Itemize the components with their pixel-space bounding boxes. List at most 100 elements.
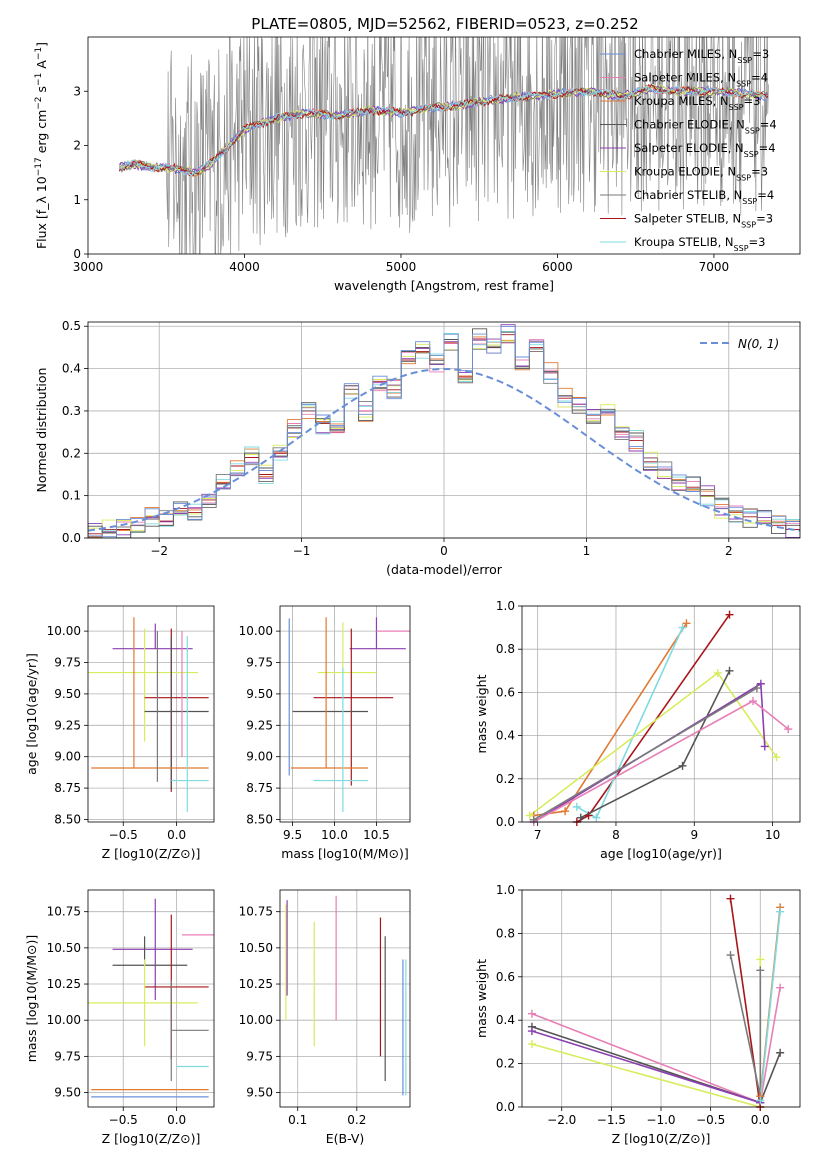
weight_vs_age-marker-kroupa_stelib-2 [678, 623, 687, 632]
residuals-xtick-label-3: 1 [583, 544, 591, 558]
residuals-panel: −2 −1 0 1 2 0.0 0.1 0.2 0.3 0.4 0.5 (data-model)/er… [34, 319, 801, 577]
age_vs_mass-frame [279, 605, 411, 823]
residuals-xtick-label-4: 2 [725, 544, 733, 558]
weight_vs_Z-marker-chabrier_stelib-0 [726, 951, 735, 960]
weight_vs_Z-xtick-label-3: −0.5 [696, 1113, 725, 1127]
weight_vs_age-marker-chabrier_elodie-0 [576, 813, 585, 822]
weight_vs_age-xlabel: age [log10(age/yr)] [600, 846, 722, 861]
residuals-hist-chabrier_stelib [88, 341, 800, 538]
weight_vs_age-marker-kroupa_stelib-1 [592, 813, 601, 822]
weight_vs_age-marker-salpeter_stelib-2 [725, 610, 734, 619]
age_vs_Z-ytick-label-3: 9.25 [54, 718, 81, 732]
age_vs_Z-ytick-label-6: 10.00 [47, 624, 81, 638]
mass_vs_Z-xtick-label-0: −0.5 [109, 1113, 138, 1127]
weight_vs_age-marker-chabrier_elodie-2 [725, 666, 734, 675]
spectrum-ytick-label-3: 3 [73, 84, 81, 98]
weight_vs_age-frame [521, 605, 801, 823]
spectrum-frame [87, 36, 801, 255]
weight_vs_Z-marker-kroupa_elodie-2 [756, 955, 765, 964]
spectrum-xtick-label-2: 5000 [386, 260, 417, 274]
weight_vs_Z-line-kroupa_elodie [531, 959, 762, 1107]
weight_vs_age-marker-chabrier_elodie-1 [678, 761, 687, 770]
weight_vs_age-xtick-label-0: 7 [534, 828, 542, 842]
residuals-ytick-label-2: 0.2 [62, 446, 81, 460]
age_vs_mass-ytick-label-5: 9.75 [246, 656, 273, 670]
mass_vs_Z-frame [87, 889, 215, 1108]
mass_vs_Z-ytick-label-2: 10.00 [47, 1013, 81, 1027]
age_vs_mass-ytick-label-3: 9.25 [246, 718, 273, 732]
mass_vs_Z-ytick-label-3: 10.25 [47, 977, 81, 991]
residuals-hist-chabrier_miles [88, 325, 800, 538]
weight_vs_age-xtick-label-2: 9 [690, 828, 698, 842]
spectrum-data-line [119, 37, 769, 254]
weight_vs_age-marker-kroupa_miles-2 [682, 619, 691, 628]
residuals-xtick-label-2: 0 [440, 544, 448, 558]
weight_vs_age-marker-salpeter_stelib-1 [584, 811, 593, 820]
mass_vs_Z-ylabel: mass [log10(M/M⊙)] [24, 935, 39, 1063]
mass_vs_ebv-ytick-label-4: 10.50 [239, 941, 273, 955]
weight_vs_age-marker-salpeter_miles-1 [749, 697, 758, 706]
age_vs_mass-ytick-label-6: 10.00 [239, 624, 273, 638]
residuals-gaussian-line [88, 367, 800, 532]
figure-title: PLATE=0805, MJD=52562, FIBERID=0523, z=0… [251, 15, 638, 33]
weight_vs_Z-line-chabrier_elodie [531, 1025, 781, 1104]
age_vs_Z-ylabel: age [log10(age/yr)] [24, 653, 39, 775]
spectrum-model-kroupa_elodie [119, 84, 769, 176]
spectrum-xtick-label-4: 7000 [699, 260, 730, 274]
weight_vs_Z-xtick-label-2: −1.0 [646, 1113, 675, 1127]
weight_vs_age-panel: 7 8 9 10 0.0 0.2 0.4 0.6 0.8 1.0 age [log10(age/yr… [474, 599, 801, 861]
spectrum-xtick-label-0: 3000 [73, 260, 104, 274]
mass_vs_ebv-xtick-label-1: 0.2 [347, 1113, 366, 1127]
mass_vs_ebv-panel: 0.1 0.2 9.50 9.75 10.00 10.25 10.50 10.75 E(B-V) [239, 889, 411, 1146]
weight_vs_Z-xtick-label-0: −2.0 [547, 1113, 576, 1127]
mass_vs_ebv-ytick-label-2: 10.00 [239, 1013, 273, 1027]
spectrum-model-kroupa_stelib [119, 84, 768, 177]
spectrum-legend-label-6: Chabrier STELIB, NSSP=4 [634, 188, 774, 206]
weight_vs_Z-ytick-label-1: 0.2 [496, 1057, 515, 1071]
age_vs_mass-ytick-label-0: 8.50 [246, 812, 273, 826]
spectrum-ytick-label-1: 1 [73, 193, 81, 207]
weight_vs_Z-xlabel: Z [log10(Z/Z⊙)] [612, 1131, 711, 1146]
mass_vs_ebv-xtick-label-0: 0.1 [288, 1113, 307, 1127]
weight_vs_age-marker-kroupa_stelib-0 [572, 802, 581, 811]
residuals-ytick-label-3: 0.3 [62, 404, 81, 418]
weight_vs_Z-ylabel: mass weight [474, 959, 489, 1038]
mass_vs_ebv-ytick-label-1: 9.75 [246, 1049, 273, 1063]
weight_vs_age-marker-chabrier_stelib-0 [529, 815, 538, 824]
weight_vs_age-ytick-label-2: 0.4 [496, 729, 515, 743]
age_vs_Z-frame [87, 605, 215, 823]
weight_vs_age-line-chabrier_stelib [533, 687, 758, 821]
residuals-ytick-label-4: 0.4 [62, 362, 81, 376]
mass_vs_Z-ytick-label-0: 9.50 [54, 1086, 81, 1100]
age_vs_Z-ytick-label-4: 9.50 [54, 687, 81, 701]
residuals-ylabel: Normed distribution [34, 368, 49, 493]
weight_vs_Z-xtick-label-1: −1.5 [597, 1113, 626, 1127]
age_vs_mass-ytick-label-4: 9.50 [246, 687, 273, 701]
age_vs_mass-ytick-label-2: 9.00 [246, 750, 273, 764]
spectrum-panel: 3000 4000 5000 6000 7000 0 1 2 3 wavelength [Angs… [34, 36, 801, 293]
mass_vs_ebv-xlabel: E(B-V) [326, 1131, 365, 1146]
weight_vs_Z-marker-kroupa_elodie-0 [527, 1040, 536, 1049]
weight_vs_Z-ytick-label-3: 0.6 [496, 970, 515, 984]
spectrum-xtick-label-1: 4000 [229, 260, 260, 274]
weight_vs_Z-ytick-label-5: 1.0 [496, 883, 515, 897]
spectrum-legend-label-4: Salpeter ELODIE, NSSP=4 [634, 141, 776, 159]
age_vs_mass-xtick-label-0: 9.5 [283, 828, 302, 842]
residuals-xtick-label-1: −1 [293, 544, 311, 558]
weight_vs_Z-xtick-label-4: 0.0 [751, 1113, 770, 1127]
mass_vs_Z-xlabel: Z [log10(Z/Z⊙)] [102, 1131, 201, 1146]
age_vs_Z-xlabel: Z [log10(Z/Z⊙)] [102, 846, 201, 861]
residuals-frame [87, 321, 801, 539]
weight_vs_Z-ytick-label-2: 0.4 [496, 1013, 515, 1027]
weight_vs_Z-line-salpeter_elodie [531, 1030, 761, 1104]
weight_vs_Z-marker-salpeter_stelib-0 [726, 894, 735, 903]
weight_vs_age-ytick-label-4: 0.8 [496, 642, 515, 656]
weight_vs_Z-marker-salpeter_miles-0 [527, 1009, 536, 1018]
spectrum-xtick-label-3: 6000 [542, 260, 573, 274]
weight_vs_age-marker-kroupa_elodie-0 [525, 811, 534, 820]
weight_vs_age-xtick-label-3: 10 [765, 828, 780, 842]
mass_vs_ebv-frame [279, 889, 411, 1108]
spectrum-legend-label-2: Kroupa MILES, NSSP=3 [634, 94, 760, 112]
mass_vs_Z-xtick-label-1: 0.0 [167, 1113, 186, 1127]
